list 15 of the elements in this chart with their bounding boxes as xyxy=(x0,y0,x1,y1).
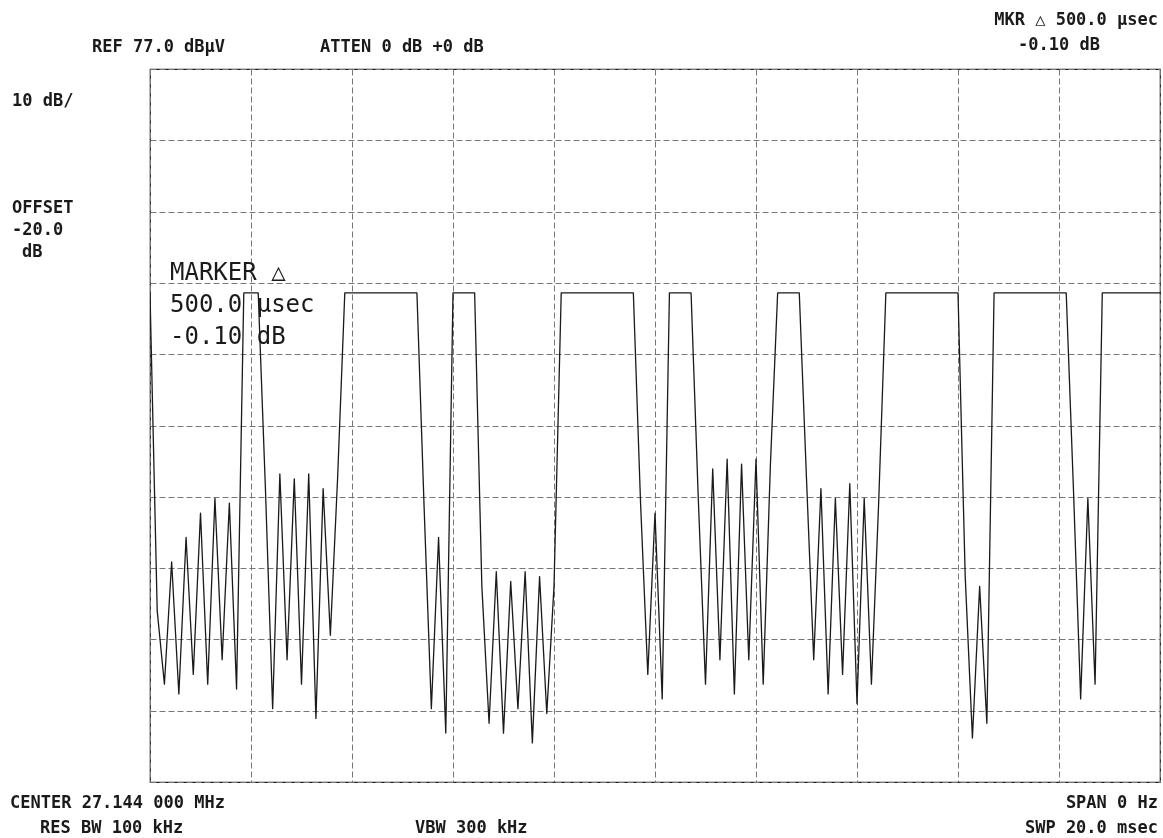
text: -20.0 xyxy=(12,219,64,239)
text: SWP 20.0 msec xyxy=(1024,817,1158,837)
text: 10 dB/ xyxy=(12,90,74,110)
text: OFFSET xyxy=(12,197,74,217)
text: MARKER △ xyxy=(170,258,287,286)
text: ATTEN 0 dB +0 dB xyxy=(320,36,484,56)
text: CENTER 27.144 000 MHz xyxy=(10,792,225,812)
text: -0.10 dB xyxy=(1018,34,1100,54)
text: VBW 300 kHz xyxy=(415,817,528,837)
text: SPAN 0 Hz xyxy=(1065,792,1158,812)
text: dB xyxy=(22,241,43,261)
annotation: 500.0 μsec xyxy=(170,290,315,318)
text: MKR △ 500.0 μsec xyxy=(994,9,1158,29)
text: RES BW 100 kHz xyxy=(40,817,184,837)
text: REF 77.0 dBμV xyxy=(92,36,226,56)
